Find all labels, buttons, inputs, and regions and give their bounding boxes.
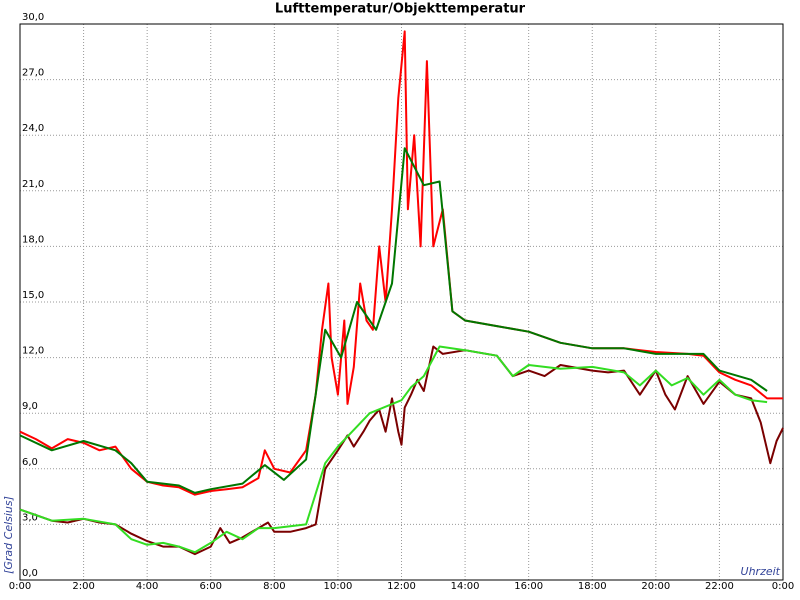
y-tick-label: 21,0 — [22, 179, 44, 190]
y-tick-label: 12,0 — [22, 346, 44, 357]
x-tick-label: 10:00 — [324, 581, 353, 592]
y-tick-label: 27,0 — [22, 68, 44, 79]
chart-title: Lufttemperatur/Objekttemperatur — [275, 2, 526, 17]
x-tick-label: 20:00 — [641, 581, 670, 592]
x-tick-label: 0:00 — [9, 581, 31, 592]
x-tick-label: 12:00 — [387, 581, 416, 592]
x-tick-label: 0:00 — [772, 581, 794, 592]
y-tick-label: 24,0 — [22, 123, 44, 134]
y-tick-label: 3,0 — [22, 512, 38, 523]
x-tick-label: 22:00 — [705, 581, 734, 592]
line-series — [19, 147, 768, 494]
line-series — [19, 345, 768, 554]
x-tick-label: 18:00 — [578, 581, 607, 592]
y-axis-label: [Grad Celsius] — [2, 496, 15, 574]
y-tick-label: 6,0 — [22, 457, 38, 468]
x-tick-label: 2:00 — [72, 581, 94, 592]
y-tick-label: 30,0 — [22, 12, 44, 23]
plot-border — [19, 23, 784, 581]
x-tick-label: 14:00 — [451, 581, 480, 592]
y-tick-label: 15,0 — [22, 290, 44, 301]
x-axis-label: Uhrzeit — [741, 565, 781, 578]
x-tick-label: 6:00 — [200, 581, 222, 592]
x-tick-label: 8:00 — [263, 581, 285, 592]
y-tick-label: 0,0 — [22, 568, 38, 579]
x-tick-label: 4:00 — [136, 581, 158, 592]
y-tick-label: 9,0 — [22, 401, 38, 412]
y-tick-label: 18,0 — [22, 234, 44, 245]
x-tick-label: 16:00 — [514, 581, 543, 592]
